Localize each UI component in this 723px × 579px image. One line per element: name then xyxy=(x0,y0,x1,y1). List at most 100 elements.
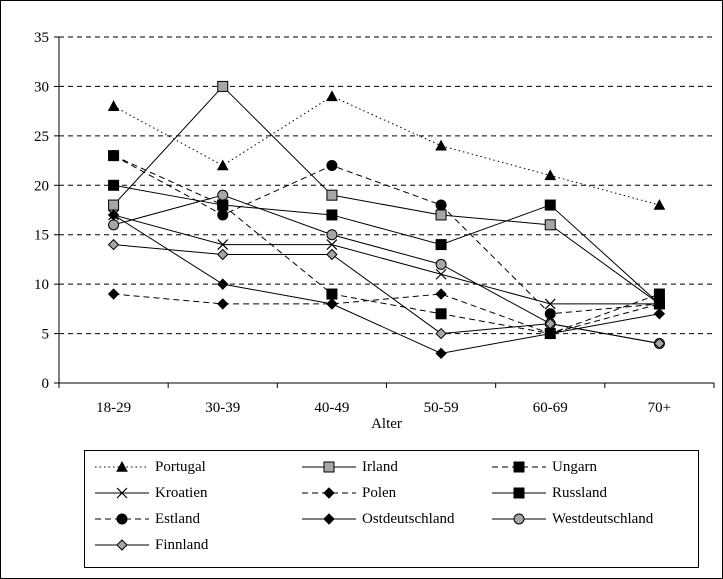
data-point-westdeutschland xyxy=(108,219,120,231)
series-polen xyxy=(107,288,666,340)
data-point-estland xyxy=(326,160,338,172)
data-point-estland xyxy=(108,150,120,162)
legend-swatch-marker xyxy=(116,460,128,472)
data-point-kroatien xyxy=(544,298,556,310)
series-russland xyxy=(108,179,665,310)
data-point-finnland xyxy=(326,248,338,261)
legend-item-ostdeutschland: Ostdeutschland xyxy=(300,507,454,531)
data-point-ungarn xyxy=(326,288,338,300)
series-line-estland xyxy=(113,155,660,315)
legend-swatch xyxy=(95,539,149,551)
data-point-russland xyxy=(435,239,447,251)
y-tick-label: 5 xyxy=(42,327,50,343)
data-point-portugal xyxy=(216,159,229,171)
legend-item-irland: Irland xyxy=(300,455,398,479)
legend-label: Polen xyxy=(362,484,397,501)
series-line-irland xyxy=(113,85,660,305)
data-point-russland xyxy=(326,209,338,221)
x-tick-label: 18-29 xyxy=(96,400,131,416)
data-point-russland xyxy=(108,179,120,191)
legend-swatch-marker xyxy=(513,487,525,499)
data-point-irland xyxy=(108,199,120,211)
axes: 0 5 10 15 20 25 30 35 18-29 30-39 40-49 50-59 60-69 7… xyxy=(34,30,715,432)
data-point-ostdeutschland xyxy=(544,327,556,340)
data-point-portugal xyxy=(544,169,557,181)
data-point-estland xyxy=(217,209,229,221)
legend-item-ungarn: Ungarn xyxy=(490,455,597,479)
legend-label: Russland xyxy=(552,484,608,501)
data-point-estland xyxy=(544,308,556,320)
legend-swatch xyxy=(492,513,546,525)
legend-item-russland: Russland xyxy=(490,481,607,505)
data-point-westdeutschland xyxy=(217,189,229,201)
y-tick-label: 0 xyxy=(42,376,50,392)
data-point-portugal xyxy=(326,90,338,102)
legend-label: Finnland xyxy=(155,536,209,553)
data-point-finnland xyxy=(107,238,120,251)
data-point-polen xyxy=(107,288,120,300)
legend-swatch xyxy=(95,460,149,472)
legend-swatch xyxy=(95,487,149,499)
series-ostdeutschland xyxy=(107,209,666,360)
legend-swatch xyxy=(302,461,356,473)
series-irland xyxy=(108,80,665,310)
legend-label: Westdeutschland xyxy=(552,510,654,527)
legend-item-estland: Estland xyxy=(93,507,200,531)
series-line-polen xyxy=(113,293,660,335)
data-point-russland xyxy=(544,199,556,211)
data-point-estland xyxy=(435,199,447,211)
data-point-irland xyxy=(217,80,229,92)
data-point-kroatien xyxy=(326,239,338,251)
legend-swatch-marker xyxy=(513,461,525,473)
series-line-westdeutschland xyxy=(113,194,660,344)
series-westdeutschland xyxy=(108,189,665,349)
data-point-portugal xyxy=(435,139,447,151)
legend-item-portugal: Portugal xyxy=(93,455,206,479)
data-point-polen xyxy=(435,288,447,300)
data-point-kroatien xyxy=(217,239,229,251)
legend-swatch-marker xyxy=(116,539,128,551)
legend-swatch xyxy=(492,487,546,499)
legend-swatch xyxy=(492,461,546,473)
series-line-ostdeutschland xyxy=(113,214,660,354)
data-point-ostdeutschland xyxy=(435,347,447,360)
data-point-ungarn xyxy=(435,308,447,320)
legend-swatch-marker xyxy=(116,487,128,499)
legend-item-polen: Polen xyxy=(300,481,396,505)
legend-swatch-marker xyxy=(116,513,128,525)
y-tick-label: 15 xyxy=(34,228,49,244)
data-point-finnland xyxy=(544,317,556,330)
legend-item-finnland: Finnland xyxy=(93,533,208,557)
x-tick-label: 60-69 xyxy=(533,400,568,416)
data-point-finnland xyxy=(217,248,229,261)
data-point-ungarn xyxy=(653,288,665,300)
y-tick-label: 25 xyxy=(34,129,49,145)
legend-label: Irland xyxy=(362,458,398,475)
legend-label: Estland xyxy=(155,510,200,527)
legend-swatch xyxy=(302,513,356,525)
series-line-russland xyxy=(113,184,660,305)
legend-label: Ungarn xyxy=(552,458,597,475)
legend-swatch xyxy=(302,487,356,499)
data-point-finnland xyxy=(435,327,447,340)
y-tick-label: 10 xyxy=(34,277,49,293)
data-point-irland xyxy=(435,209,447,221)
data-point-irland xyxy=(544,219,556,231)
legend-swatch-marker xyxy=(323,513,335,525)
data-point-portugal xyxy=(107,100,120,111)
legend: Portugal Irland Ungarn Kroatien Polen Russlan… xyxy=(84,450,699,568)
legend-swatch-marker xyxy=(323,487,335,499)
x-tick-label: 30-39 xyxy=(205,400,240,416)
data-point-finnland xyxy=(653,337,666,350)
x-tick-label: 70+ xyxy=(648,400,671,416)
legend-label: Kroatien xyxy=(155,484,208,501)
data-point-polen xyxy=(217,298,229,310)
series-line-kroatien xyxy=(113,214,660,305)
y-tick-label: 20 xyxy=(34,178,49,194)
data-point-westdeutschland xyxy=(326,229,338,241)
data-point-russland xyxy=(217,199,229,211)
series-line-portugal xyxy=(113,95,660,206)
data-point-westdeutschland xyxy=(435,258,447,270)
y-tick-label: 35 xyxy=(34,30,49,46)
